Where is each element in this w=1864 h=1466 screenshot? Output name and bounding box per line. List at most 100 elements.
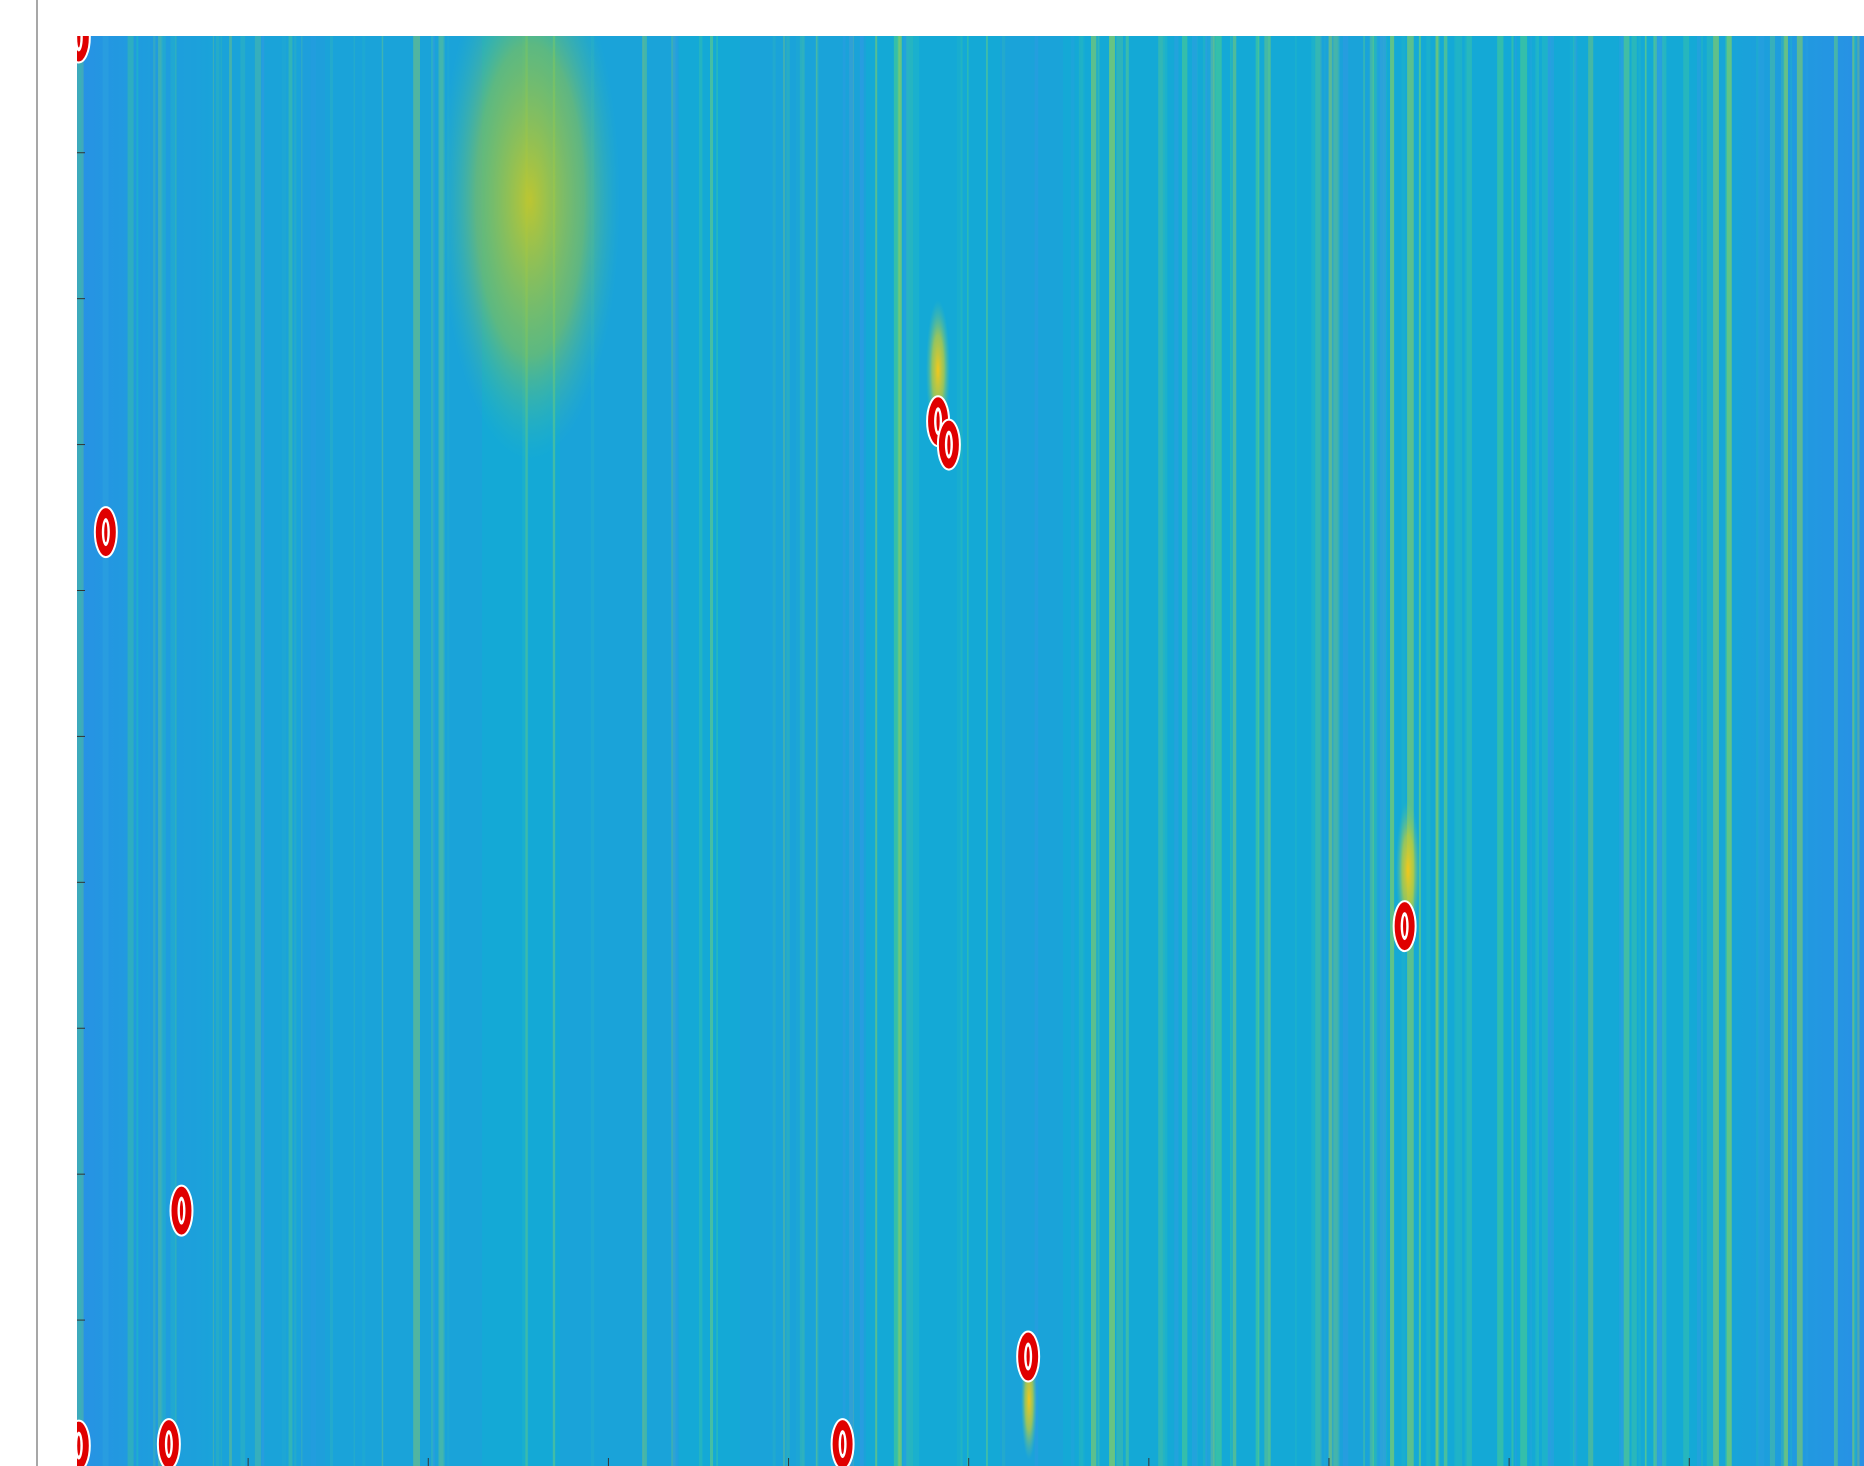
heatmap-stripe (1515, 36, 1517, 1466)
heatmap-stripe (1834, 36, 1838, 1466)
heatmap-stripe (1258, 36, 1260, 1466)
heatmap-stripe (1638, 36, 1641, 1466)
heatmap-stripe (1230, 36, 1232, 1466)
heatmap-stripe (1511, 36, 1513, 1466)
heatmap-stripe (1182, 36, 1187, 1466)
heatmap-stripe (1268, 36, 1270, 1466)
heatmap-stripe (1407, 36, 1414, 1466)
heatmap-stripe (1548, 36, 1552, 1466)
heatmap-stripe (1791, 36, 1792, 1466)
heatmap-stripe (1465, 36, 1467, 1466)
heatmap-stripe (1098, 36, 1100, 1466)
heatmap (77, 0, 1864, 1466)
marker-center (167, 1434, 170, 1454)
heatmap-stripe (1091, 36, 1096, 1466)
marker-center (1403, 916, 1406, 936)
heatmap-stripe (1233, 36, 1237, 1466)
heatmap-stripe (906, 36, 913, 1466)
heatmap-stripe (1713, 36, 1719, 1466)
heatmap-stripe (1497, 36, 1503, 1466)
heatmap-stripe (1163, 36, 1167, 1466)
heatmap-stripe (1783, 36, 1784, 1466)
heatmap-stripe (1466, 36, 1472, 1466)
marker-center (77, 27, 80, 47)
marker-center (77, 1436, 80, 1456)
heatmap-stripe (1727, 36, 1732, 1466)
heatmap-stripe (1624, 36, 1630, 1466)
heatmap-stripe (1619, 36, 1624, 1466)
heatmap-stripe (1436, 36, 1439, 1466)
heatmap-stripe (1701, 36, 1702, 1466)
heatmap-stripe (1080, 36, 1084, 1466)
marker (68, 1421, 90, 1466)
heatmap-band (150, 36, 325, 1466)
heatmap-stripe (1645, 36, 1647, 1466)
heatmap-stripe (913, 36, 919, 1466)
heatmap-stripe (79, 36, 81, 1466)
heatmap-stripe (1454, 36, 1461, 1466)
heatmap-stripe (1376, 36, 1382, 1466)
heatmap-stripe (1109, 36, 1115, 1466)
marker (832, 1419, 854, 1466)
heatmap-stripe (128, 36, 134, 1466)
heatmap-stripe (1205, 36, 1207, 1466)
marker-center (947, 435, 950, 455)
chart (0, 0, 1864, 1466)
heatmap-stripe (1312, 36, 1315, 1466)
marker (158, 1419, 180, 1466)
heatmap-stripe (1781, 36, 1782, 1466)
heatmap-stripe (1419, 36, 1421, 1466)
heatmap-band (1000, 36, 1063, 1466)
heatmap-stripe (1390, 36, 1394, 1466)
marker (938, 420, 960, 470)
heatmap-stripe (1295, 36, 1296, 1466)
heatmap-stripe (1530, 36, 1532, 1466)
heatmap-stripe (1215, 36, 1222, 1466)
marker-center (1027, 1347, 1030, 1367)
heatmap-stripe (875, 36, 877, 1466)
heatmap-stripe (1520, 36, 1527, 1466)
heatmap-stripe (986, 36, 988, 1466)
heatmap-stripe (1632, 36, 1637, 1466)
heatmap-stripe (1542, 36, 1548, 1466)
heatmap-stripe (136, 36, 138, 1466)
heatmap-stripe (899, 36, 902, 1466)
heatmap-stripe (1857, 36, 1859, 1466)
page: {"chart_data": { "type": "scatter", "x":… (0, 0, 1864, 1466)
marker (1394, 901, 1416, 951)
marker (170, 1186, 192, 1236)
marker (68, 12, 90, 62)
heatmap-stripe (1588, 36, 1593, 1466)
heatmap-stripe (1116, 36, 1123, 1466)
heatmap-stripe (1126, 36, 1129, 1466)
heatmap-stripe (716, 36, 717, 1466)
heatmap-stripe (710, 36, 713, 1466)
heatmap-stripe (1805, 36, 1808, 1466)
heatmap-stripe (1683, 36, 1689, 1466)
heatmap-band (740, 36, 866, 1466)
heatmap-stripe (103, 36, 109, 1466)
heatmap-stripe (1192, 36, 1197, 1466)
marker-center (180, 1201, 183, 1221)
marker-center (104, 522, 107, 542)
heatmap-stripe (1207, 36, 1213, 1466)
heatmap-stripe (1574, 36, 1577, 1466)
heatmap-stripe (699, 36, 702, 1466)
heatmap-stripe (1758, 36, 1764, 1466)
heatmap-stripe (1852, 36, 1854, 1466)
heatmap-stripe (1426, 36, 1430, 1466)
heatmap-stripe (967, 36, 968, 1466)
heatmap-stripe (1401, 36, 1405, 1466)
heatmap-stripe (1535, 36, 1539, 1466)
heatmap-stripe (957, 36, 963, 1466)
heatmap-stripe (1444, 36, 1448, 1466)
heatmap-stripe (1797, 36, 1803, 1466)
marker-center (841, 1434, 844, 1454)
heatmap-stripe (1071, 36, 1075, 1466)
heatmap-stripe (1697, 36, 1701, 1466)
heatmap-stripe (1770, 36, 1775, 1466)
heatmap-stripe (1174, 36, 1178, 1466)
marker (1017, 1332, 1039, 1382)
marker-center (936, 411, 939, 431)
heatmap-stripe (1707, 36, 1713, 1466)
